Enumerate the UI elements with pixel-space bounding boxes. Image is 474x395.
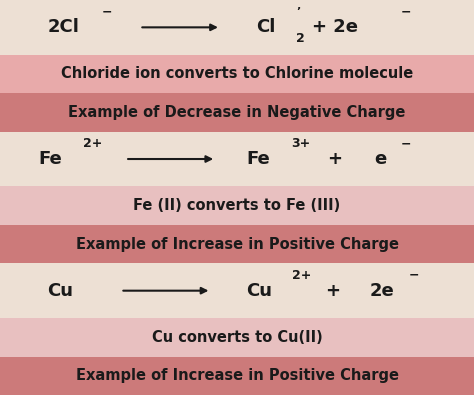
Text: 2: 2 bbox=[296, 32, 305, 45]
Text: 3+: 3+ bbox=[292, 137, 311, 150]
Text: 2Cl: 2Cl bbox=[47, 18, 79, 36]
Text: +: + bbox=[325, 282, 340, 300]
Text: −: − bbox=[401, 6, 411, 19]
Text: Fe: Fe bbox=[246, 150, 270, 168]
Text: 2e: 2e bbox=[370, 282, 394, 300]
Text: Cl: Cl bbox=[256, 18, 275, 36]
Text: Example of Increase in Positive Charge: Example of Increase in Positive Charge bbox=[75, 368, 399, 383]
Text: −: − bbox=[401, 137, 411, 150]
Text: +: + bbox=[327, 150, 342, 168]
Bar bbox=[0, 357, 474, 395]
Text: Cu converts to Cu(II): Cu converts to Cu(II) bbox=[152, 330, 322, 345]
Bar bbox=[0, 186, 474, 225]
Bar bbox=[0, 132, 474, 186]
Text: 2+: 2+ bbox=[292, 269, 311, 282]
Text: Chloride ion converts to Chlorine molecule: Chloride ion converts to Chlorine molecu… bbox=[61, 66, 413, 81]
Bar bbox=[0, 318, 474, 357]
Text: Cu: Cu bbox=[47, 282, 73, 300]
Text: Fe: Fe bbox=[38, 150, 62, 168]
Bar bbox=[0, 225, 474, 263]
Text: Example of Increase in Positive Charge: Example of Increase in Positive Charge bbox=[75, 237, 399, 252]
Text: Example of Decrease in Negative Charge: Example of Decrease in Negative Charge bbox=[68, 105, 406, 120]
Text: Cu: Cu bbox=[246, 282, 273, 300]
Text: −: − bbox=[409, 269, 419, 282]
Bar bbox=[0, 55, 474, 93]
Bar bbox=[0, 93, 474, 132]
Text: Fe (II) converts to Fe (III): Fe (II) converts to Fe (III) bbox=[133, 198, 341, 213]
Text: + 2e: + 2e bbox=[312, 18, 358, 36]
Bar bbox=[0, 263, 474, 318]
Text: e: e bbox=[374, 150, 387, 168]
Text: ’: ’ bbox=[296, 7, 301, 17]
Bar bbox=[0, 0, 474, 55]
Text: −: − bbox=[102, 6, 112, 19]
Text: 2+: 2+ bbox=[83, 137, 102, 150]
